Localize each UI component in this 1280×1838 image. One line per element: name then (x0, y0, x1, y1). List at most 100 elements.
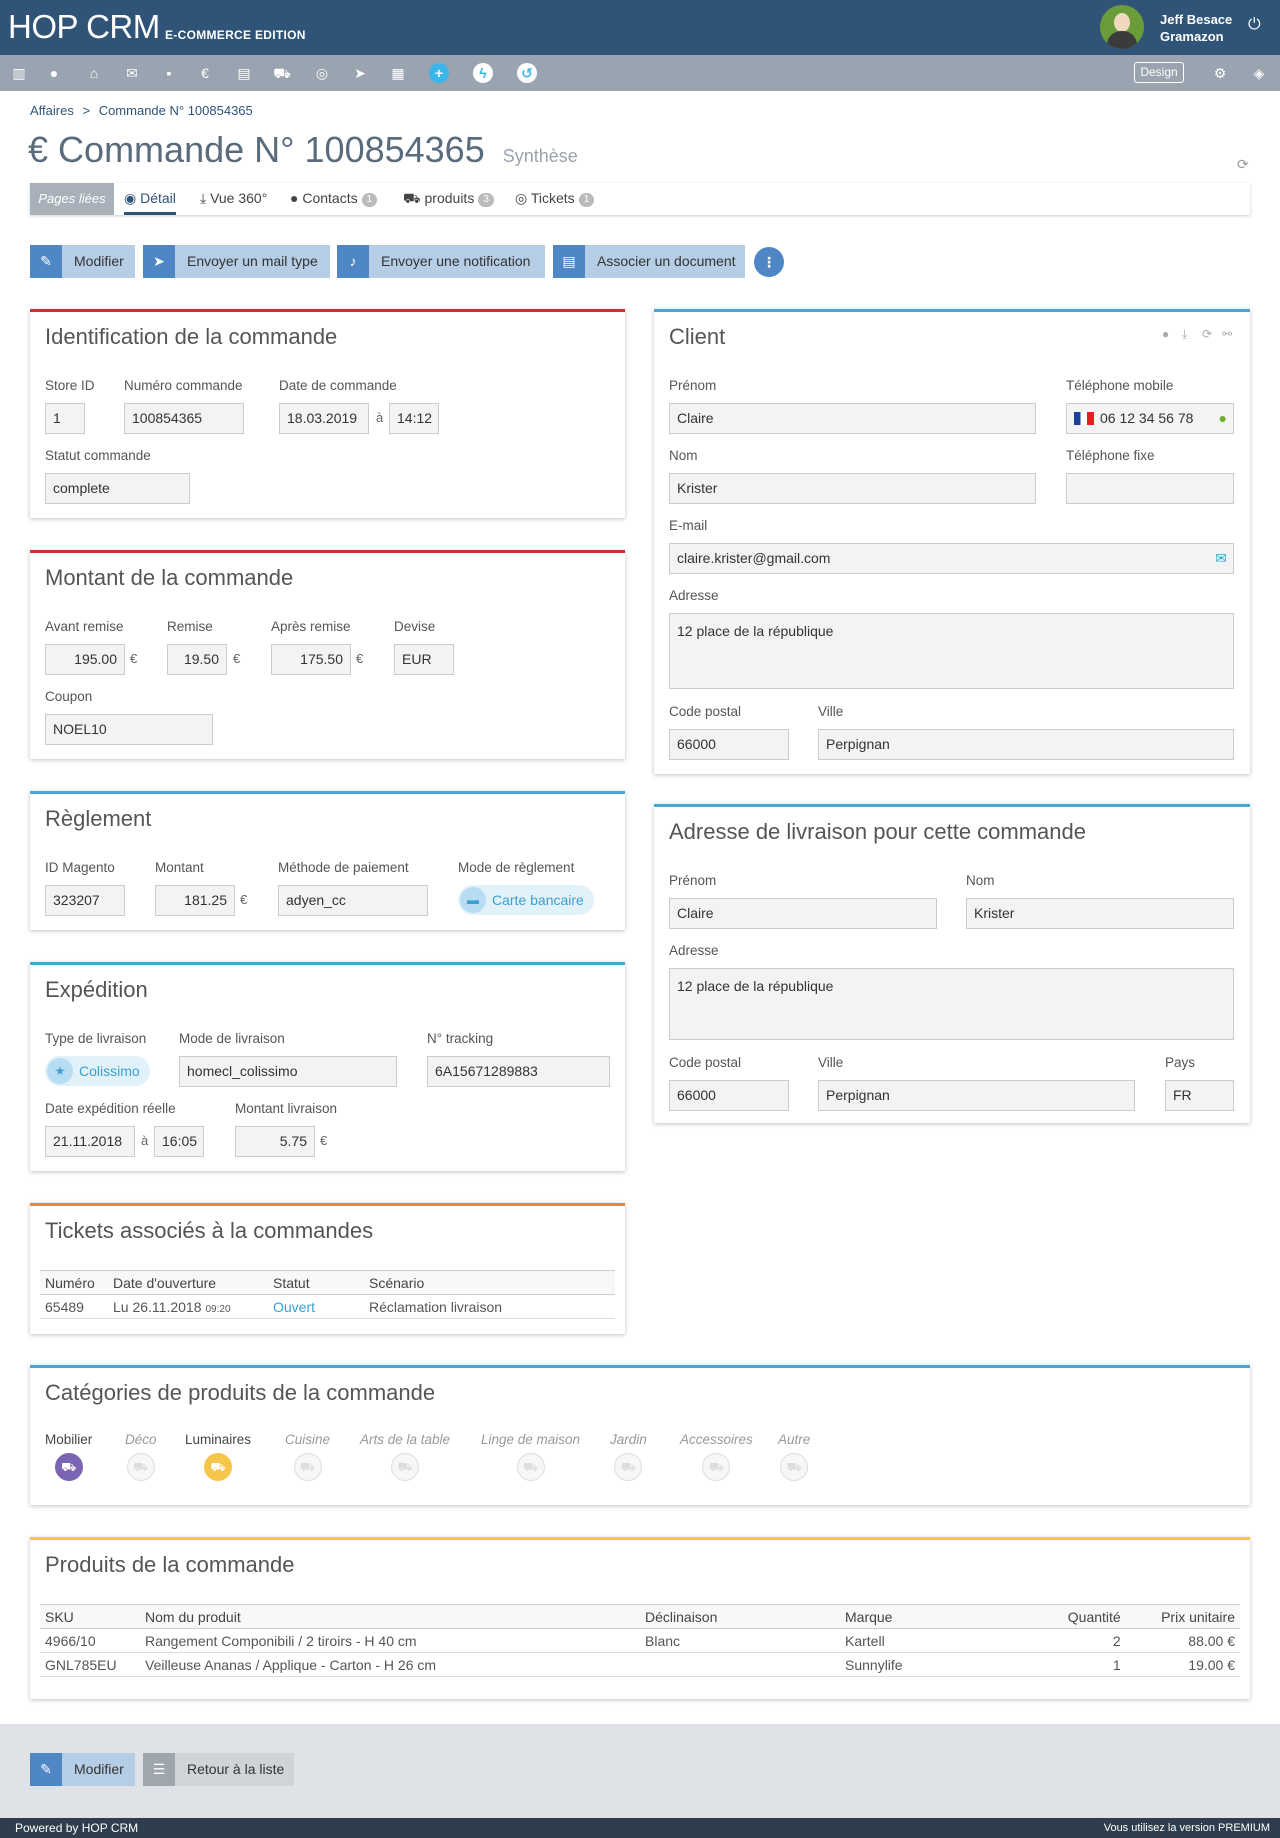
bolt-icon[interactable]: ϟ (473, 63, 493, 83)
more-options-button[interactable]: ⋮ (754, 247, 784, 277)
address-label: Adresse (669, 588, 719, 603)
category-mobilier[interactable]: Mobilier ⛟ (45, 1432, 92, 1481)
euro-icon[interactable]: € (201, 65, 209, 81)
order-time-field[interactable]: 14:12 (389, 403, 439, 434)
order-date-field[interactable]: 18.03.2019 (279, 403, 369, 434)
shipping-date-field[interactable]: 21.11.2018 (45, 1126, 135, 1157)
payment-method-field[interactable]: adyen_cc (278, 885, 428, 916)
calendar-icon[interactable]: ▦ (391, 65, 405, 81)
currency-field[interactable]: EUR (394, 644, 454, 675)
gear-icon[interactable]: ⚙ (1213, 65, 1227, 81)
history-icon[interactable]: ↺ (517, 63, 537, 83)
user-info[interactable]: Jeff Besace Gramazon (1160, 11, 1232, 45)
mail-icon[interactable]: ✉ (1215, 550, 1227, 566)
table-row[interactable]: 65489 Lu 26.11.2018 09:20 Ouvert Réclamat… (40, 1294, 615, 1319)
tab-tickets[interactable]: ◎ Tickets 1 (515, 183, 595, 215)
back-to-list-button[interactable]: ☰ Retour à la liste (143, 1753, 294, 1786)
category-arts-de-la-table[interactable]: Arts de la table ⛟ (360, 1432, 450, 1481)
ship-last-name-field[interactable]: Krister (966, 898, 1234, 929)
mobile-field[interactable]: 06 12 34 56 78 ● (1066, 403, 1234, 434)
unlink-icon[interactable]: ⚯ (1222, 327, 1233, 341)
tab-linked-pages: Pages liées (30, 183, 114, 215)
order-status-field[interactable]: complete (45, 473, 190, 504)
user-icon[interactable]: ● (49, 65, 59, 81)
at-label: à (376, 410, 384, 425)
delivery-mode-field[interactable]: homecl_colissimo (179, 1056, 397, 1087)
ticket-status[interactable]: Ouvert (268, 1294, 364, 1319)
power-icon[interactable]: ⏻ (1248, 16, 1261, 33)
refresh-icon[interactable]: ⟳ (1237, 156, 1249, 172)
send-icon[interactable]: ➤ (354, 65, 366, 81)
table-row[interactable]: GNL785EU Veilleuse Ananas / Applique - C… (40, 1652, 1240, 1677)
table-row[interactable]: 4966/10 Rangement Componibili / 2 tiroir… (40, 1628, 1240, 1653)
bottom-edit-button[interactable]: ✎ Modifier (30, 1753, 135, 1786)
category-luminaires[interactable]: Luminaires ⛟ (185, 1432, 251, 1481)
user-icon[interactable]: ● (1162, 327, 1170, 341)
phone-field[interactable] (1066, 473, 1234, 504)
sms-icon[interactable]: ● (1218, 410, 1227, 426)
lifebuoy-icon[interactable]: ◎ (315, 65, 329, 81)
magento-id-field[interactable]: 323207 (45, 885, 125, 916)
shipping-amount-field[interactable]: 5.75 (235, 1126, 315, 1157)
zip-field[interactable]: 66000 (669, 729, 789, 760)
tracking-field[interactable]: 6A15671289883 (427, 1056, 610, 1087)
app-logo[interactable]: HOP CRM (8, 8, 160, 45)
send-notification-button[interactable]: ♪ Envoyer une notification (337, 245, 545, 278)
product-variant (640, 1652, 840, 1677)
product-brand: Kartell (840, 1628, 1040, 1653)
refresh-icon[interactable]: ⟳ (1202, 327, 1213, 341)
chat-icon[interactable]: ✉ (126, 65, 138, 81)
before-discount-field[interactable]: 195.00 (45, 644, 125, 675)
tab-detail[interactable]: ◉ Détail (124, 183, 176, 215)
download-icon[interactable]: ⤓ (1182, 327, 1188, 341)
ship-country-field[interactable]: FR (1165, 1080, 1234, 1111)
panel-categories: Catégories de produits de la commande Mo… (30, 1365, 1250, 1505)
breadcrumb-root[interactable]: Affaires (30, 103, 74, 118)
address-field[interactable]: 12 place de la république (669, 613, 1234, 689)
note-icon[interactable]: ▪ (166, 65, 172, 81)
category-jardin[interactable]: Jardin ⛟ (610, 1432, 647, 1481)
attach-document-button[interactable]: ▤ Associer un document (553, 245, 745, 278)
at-label: à (141, 1133, 149, 1148)
discount-field[interactable]: 19.50 (167, 644, 227, 675)
send-mail-button[interactable]: ➤ Envoyer un mail type (143, 245, 330, 278)
store-id-field[interactable]: 1 (45, 403, 85, 434)
category-autre[interactable]: Autre ⛟ (778, 1432, 810, 1481)
chart-icon[interactable]: ▥ (12, 65, 26, 81)
category-label: Accessoires (680, 1432, 753, 1447)
tab-contacts[interactable]: ● Contacts 1 (290, 183, 378, 215)
panel-title: Produits de la commande (45, 1552, 295, 1577)
user-avatar[interactable] (1100, 5, 1144, 49)
ship-first-name-field[interactable]: Claire (669, 898, 937, 929)
bottom-action-bar: ✎ Modifier ☰ Retour à la liste (0, 1724, 1280, 1818)
magento-id-label: ID Magento (45, 860, 115, 875)
bank-icon[interactable]: ⌂ (89, 65, 99, 81)
city-field[interactable]: Perpignan (818, 729, 1234, 760)
plus-icon[interactable]: + (429, 63, 449, 83)
last-name-field[interactable]: Krister (669, 473, 1036, 504)
email-field[interactable]: claire.krister@gmail.com ✉ (669, 543, 1234, 574)
payment-amount-field[interactable]: 181.25 (155, 885, 235, 916)
tab-produits[interactable]: ⛟ produits 3 (403, 183, 494, 215)
store-id-label: Store ID (45, 378, 95, 393)
ship-city-field[interactable]: Perpignan (818, 1080, 1135, 1111)
ship-zip-field[interactable]: 66000 (669, 1080, 789, 1111)
footer-powered-by[interactable]: Powered by HOP CRM (15, 1821, 139, 1835)
tag-icon[interactable]: ◈ (1253, 65, 1265, 81)
tab-vue-360[interactable]: ⤓ Vue 360° (200, 183, 267, 215)
city-label: Ville (818, 704, 844, 719)
cart-icon[interactable]: ⛟ (273, 65, 291, 81)
category-accessoires[interactable]: Accessoires ⛟ (680, 1432, 753, 1481)
ship-address-field[interactable]: 12 place de la république (669, 968, 1234, 1040)
edit-button[interactable]: ✎ Modifier (30, 245, 135, 278)
design-button[interactable]: Design (1134, 62, 1184, 83)
category-cuisine[interactable]: Cuisine ⛟ (285, 1432, 330, 1481)
shipping-time-field[interactable]: 16:05 (154, 1126, 204, 1157)
order-number-field[interactable]: 100854365 (124, 403, 244, 434)
first-name-field[interactable]: Claire (669, 403, 1036, 434)
category-deco[interactable]: Déco ⛟ (125, 1432, 157, 1481)
after-discount-field[interactable]: 175.50 (271, 644, 351, 675)
document-icon[interactable]: ▤ (237, 65, 251, 81)
coupon-field[interactable]: NOEL10 (45, 714, 213, 745)
category-linge-de-maison[interactable]: Linge de maison ⛟ (481, 1432, 580, 1481)
